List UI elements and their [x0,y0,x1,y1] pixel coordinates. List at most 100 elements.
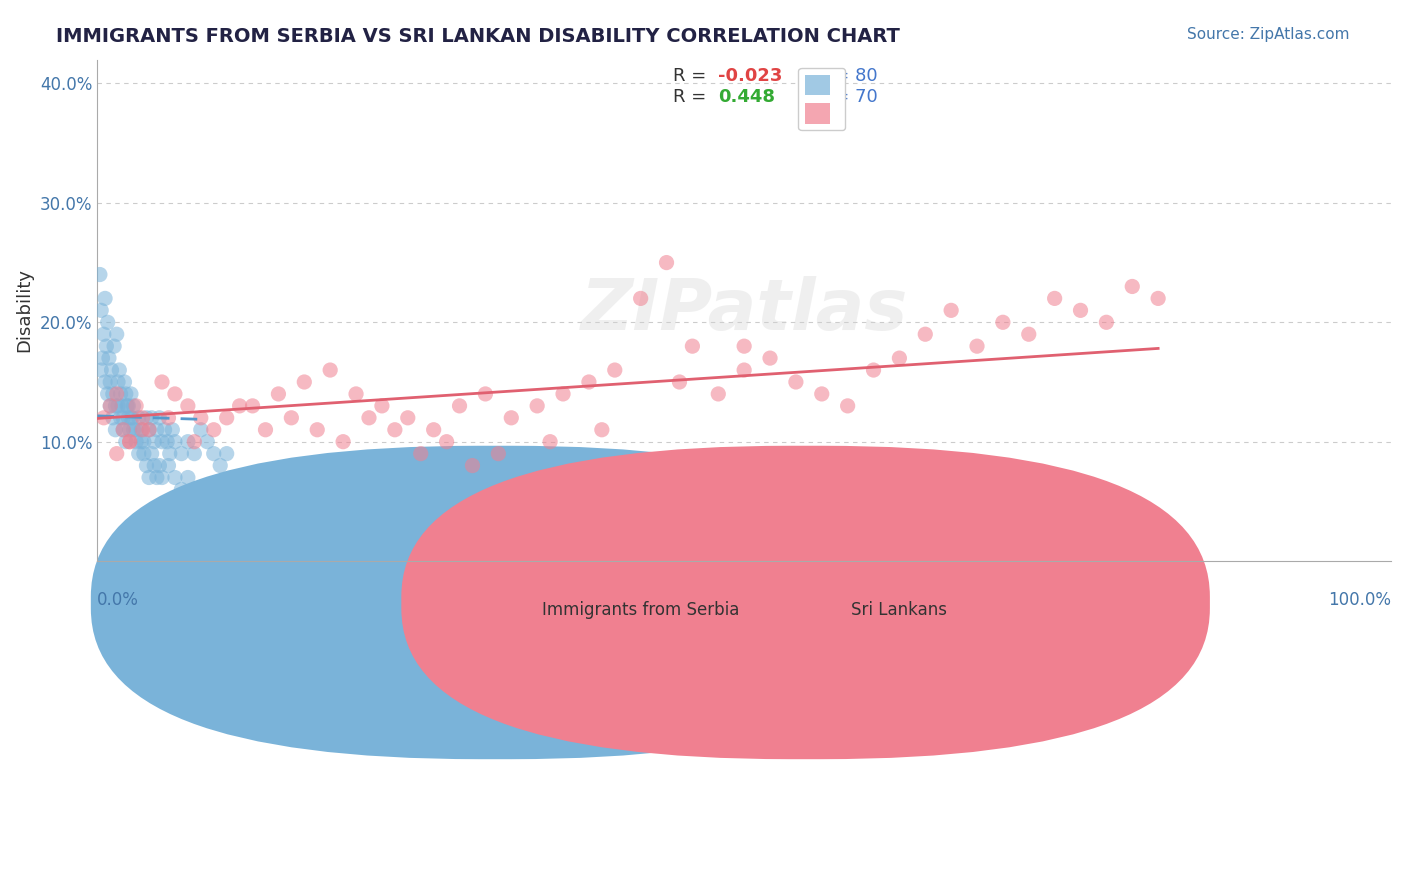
Point [474,387,496,401]
Point [111,399,134,413]
Point [190,494,212,508]
Point [103,339,125,353]
Point [132,447,155,461]
Point [396,410,419,425]
Point [1070,303,1092,318]
Point [195,434,218,449]
Point [104,399,127,413]
Text: R =: R = [673,88,706,106]
Point [177,399,200,413]
Point [107,375,129,389]
Point [138,423,160,437]
Point [135,410,157,425]
Point [108,363,131,377]
Point [170,447,193,461]
Text: Source: ZipAtlas.com: Source: ZipAtlas.com [1187,27,1350,42]
Point [436,434,458,449]
FancyBboxPatch shape [401,446,1211,759]
Text: 0.448: 0.448 [718,88,775,106]
Text: 100.0%: 100.0% [1329,591,1391,609]
Point [89,268,111,282]
Point [551,387,574,401]
Point [118,434,141,449]
Point [371,399,394,413]
Point [122,399,145,413]
Point [202,447,225,461]
Point [138,470,160,484]
Point [114,387,136,401]
Text: ZIPatlas: ZIPatlas [581,276,908,345]
Point [914,327,936,342]
Point [112,423,135,437]
Point [96,339,118,353]
Point [591,423,613,437]
Point [122,423,145,437]
Point [810,387,832,401]
Point [98,399,121,413]
Point [1095,315,1118,329]
Point [105,447,128,461]
Point [319,363,342,377]
Point [939,303,962,318]
Point [128,410,150,425]
Point [107,399,129,413]
Point [105,387,128,401]
Point [118,434,141,449]
Point [110,387,132,401]
Point [150,375,173,389]
Point [603,363,626,377]
Point [98,399,121,413]
Y-axis label: Disability: Disability [15,268,32,352]
Point [97,351,120,365]
Point [292,375,315,389]
Point [125,423,148,437]
Point [153,423,176,437]
Point [98,375,121,389]
Point [655,255,678,269]
Point [110,410,132,425]
Point [889,351,911,365]
Point [486,447,509,461]
Point [630,292,652,306]
Point [114,434,136,449]
Point [280,410,302,425]
Point [125,399,148,413]
Point [837,399,859,413]
Point [94,375,117,389]
Text: N = 80: N = 80 [815,67,877,85]
Point [254,423,277,437]
Point [93,410,115,425]
Point [578,375,600,389]
Point [267,387,290,401]
Point [143,458,166,473]
Point [120,410,142,425]
Point [94,292,117,306]
Point [90,303,112,318]
Point [526,399,548,413]
Point [785,375,807,389]
Point [131,423,153,437]
Point [344,387,367,401]
Point [131,410,153,425]
Point [146,470,169,484]
Point [177,434,200,449]
Point [121,410,143,425]
Point [120,387,142,401]
Point [1018,327,1040,342]
Point [101,410,124,425]
Point [132,434,155,449]
Point [93,327,115,342]
Point [202,423,225,437]
Legend: , : , [799,68,845,130]
Text: 0.0%: 0.0% [97,591,139,609]
Point [141,447,163,461]
Point [862,363,884,377]
Point [461,458,484,473]
Point [150,434,173,449]
Point [538,434,561,449]
Point [105,327,128,342]
Point [501,410,523,425]
Point [117,399,139,413]
Point [101,387,124,401]
Text: N = 70: N = 70 [815,88,879,106]
